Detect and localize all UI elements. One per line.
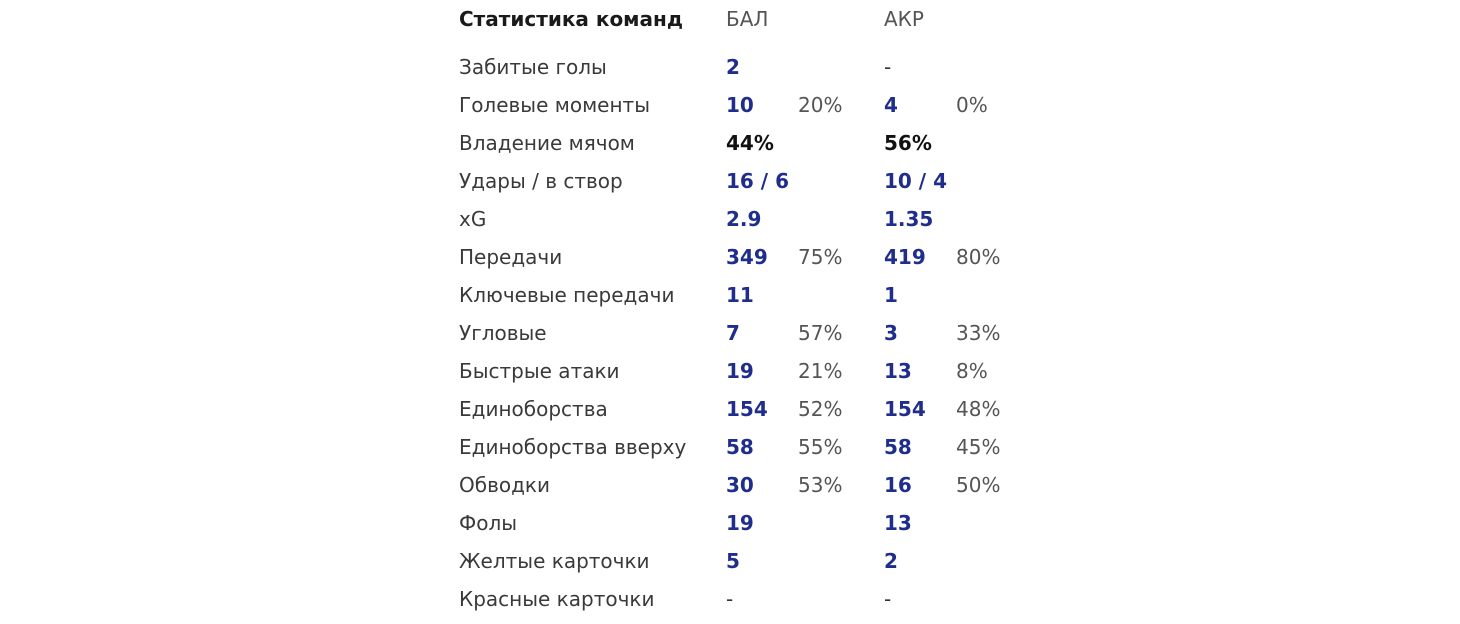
team2-value: 2 xyxy=(884,549,898,573)
stat-label: Быстрые атаки xyxy=(459,359,620,383)
stat-label: xG xyxy=(459,207,487,231)
team2-value: 16 xyxy=(884,473,912,497)
stat-row: Фолы 19 13 xyxy=(459,504,1059,542)
stat-label: Красные карточки xyxy=(459,587,655,611)
team1-value: 349 xyxy=(726,245,768,269)
team1-value: 19 xyxy=(726,359,754,383)
stat-row: Передачи 349 75% 419 80% xyxy=(459,238,1059,276)
team1-value: 16 / 6 xyxy=(726,169,789,193)
team1-value: 2.9 xyxy=(726,207,762,231)
team1-value: 30 xyxy=(726,473,754,497)
team2-value: 10 / 4 xyxy=(884,169,947,193)
stat-row: Владение мячом 44% 56% xyxy=(459,124,1059,162)
stat-label: Удары / в створ xyxy=(459,169,623,193)
team1-value: 11 xyxy=(726,283,754,307)
stat-label: Фолы xyxy=(459,511,518,535)
team1-value: 2 xyxy=(726,55,740,79)
stats-title: Статистика команд xyxy=(459,7,683,31)
stat-row: Угловые 7 57% 3 33% xyxy=(459,314,1059,352)
team2-percent: 45% xyxy=(956,435,1001,459)
team2-value: 13 xyxy=(884,511,912,535)
stat-row: Быстрые атаки 19 21% 13 8% xyxy=(459,352,1059,390)
team2-value: 1 xyxy=(884,283,898,307)
team1-percent: 53% xyxy=(798,473,843,497)
team2-percent: 8% xyxy=(956,359,988,383)
team1-value: 10 xyxy=(726,93,754,117)
stat-row: Удары / в створ 16 / 6 10 / 4 xyxy=(459,162,1059,200)
team2-percent: 0% xyxy=(956,93,988,117)
team1-value: 58 xyxy=(726,435,754,459)
stat-label: Забитые голы xyxy=(459,55,607,79)
team2-percent: 48% xyxy=(956,397,1001,421)
team1-percent: 57% xyxy=(798,321,843,345)
stat-row: Единоборства вверху 58 55% 58 45% xyxy=(459,428,1059,466)
team1-percent: 21% xyxy=(798,359,843,383)
stat-label: Единоборства вверху xyxy=(459,435,687,459)
team2-value: 58 xyxy=(884,435,912,459)
team1-value: 7 xyxy=(726,321,740,345)
team1-value: 19 xyxy=(726,511,754,535)
team2-value: - xyxy=(884,55,892,79)
stat-row: Ключевые передачи 11 1 xyxy=(459,276,1059,314)
team2-abbr: АКР xyxy=(884,7,924,31)
team1-abbr: БАЛ xyxy=(726,7,769,31)
team2-percent: 33% xyxy=(956,321,1001,345)
stat-label: Передачи xyxy=(459,245,563,269)
stat-row: Желтые карточки 5 2 xyxy=(459,542,1059,580)
team1-value: 154 xyxy=(726,397,768,421)
team1-percent: 20% xyxy=(798,93,843,117)
team2-value: - xyxy=(884,587,892,611)
stat-row: xG 2.9 1.35 xyxy=(459,200,1059,238)
team1-percent: 75% xyxy=(798,245,843,269)
stat-label: Голевые моменты xyxy=(459,93,650,117)
stat-row: Забитые голы 2 - xyxy=(459,48,1059,86)
team2-percent: 50% xyxy=(956,473,1001,497)
team1-value: - xyxy=(726,587,734,611)
team1-value: 5 xyxy=(726,549,740,573)
team2-value: 3 xyxy=(884,321,898,345)
team2-value: 1.35 xyxy=(884,207,934,231)
stat-label: Единоборства xyxy=(459,397,608,421)
stat-row: Единоборства 154 52% 154 48% xyxy=(459,390,1059,428)
team2-value: 56% xyxy=(884,131,932,155)
team1-percent: 52% xyxy=(798,397,843,421)
team-stats-table: Статистика команд БАЛ АКР Забитые голы 2… xyxy=(459,0,1059,618)
team2-percent: 80% xyxy=(956,245,1001,269)
stat-row: Красные карточки - - xyxy=(459,580,1059,618)
stat-label: Ключевые передачи xyxy=(459,283,675,307)
stat-label: Угловые xyxy=(459,321,547,345)
stats-header-row: Статистика команд БАЛ АКР xyxy=(459,0,1059,48)
stat-row: Обводки 30 53% 16 50% xyxy=(459,466,1059,504)
stat-label: Желтые карточки xyxy=(459,549,650,573)
stat-row: Голевые моменты 10 20% 4 0% xyxy=(459,86,1059,124)
team2-value: 4 xyxy=(884,93,898,117)
stat-label: Владение мячом xyxy=(459,131,635,155)
team2-value: 154 xyxy=(884,397,926,421)
team2-value: 419 xyxy=(884,245,926,269)
team2-value: 13 xyxy=(884,359,912,383)
team1-value: 44% xyxy=(726,131,774,155)
stat-label: Обводки xyxy=(459,473,551,497)
team1-percent: 55% xyxy=(798,435,843,459)
